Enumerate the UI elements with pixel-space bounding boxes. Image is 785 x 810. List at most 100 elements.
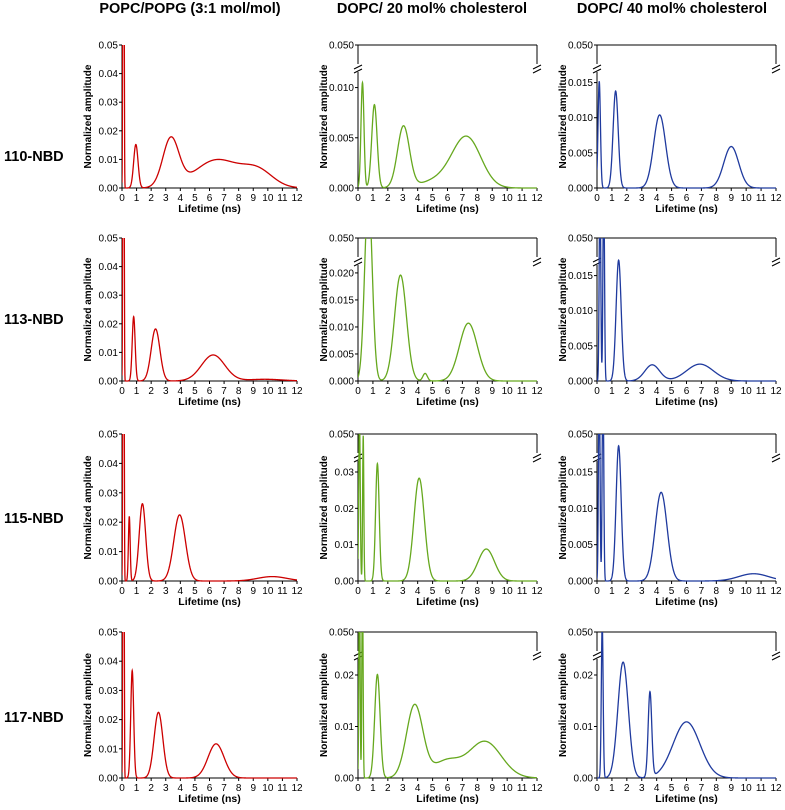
y-tick-label: 0.015 bbox=[329, 295, 354, 306]
x-tick-label: 0 bbox=[119, 586, 125, 597]
x-tick-label: 6 bbox=[207, 193, 213, 204]
series-line-1 bbox=[358, 632, 537, 779]
series-line-1 bbox=[122, 632, 297, 779]
x-tick-label: 7 bbox=[221, 783, 227, 794]
x-tick-label: 7 bbox=[699, 783, 705, 794]
x-tick-label: 1 bbox=[134, 386, 140, 397]
x-tick-label: 0 bbox=[594, 386, 600, 397]
x-tick-label: 1 bbox=[134, 586, 140, 597]
x-tick-label: 5 bbox=[669, 586, 675, 597]
x-tick-label: 6 bbox=[445, 386, 451, 397]
y-tick-label: 0.00 bbox=[335, 774, 355, 785]
x-tick-label: 12 bbox=[291, 193, 303, 204]
x-tick-label: 12 bbox=[291, 783, 303, 794]
x-axis-label: Lifetime (ns) bbox=[655, 396, 717, 408]
x-tick-label: 7 bbox=[460, 193, 466, 204]
x-tick-label: 1 bbox=[609, 586, 615, 597]
y-tick-label: 0.005 bbox=[568, 148, 593, 159]
x-axis-label: Lifetime (ns) bbox=[655, 203, 717, 215]
y-axis-label: Normalized amplitude bbox=[319, 455, 330, 559]
x-tick-label: 3 bbox=[639, 783, 645, 794]
x-tick-label: 10 bbox=[502, 386, 514, 397]
x-tick-label: 9 bbox=[489, 783, 495, 794]
y-tick-label: 0.01 bbox=[574, 722, 594, 733]
x-tick-label: 9 bbox=[250, 386, 256, 397]
y-tick-label: 0.000 bbox=[329, 377, 354, 388]
x-axis-label: Lifetime (ns) bbox=[416, 596, 478, 608]
x-tick-label: 8 bbox=[475, 193, 481, 204]
x-tick-label: 8 bbox=[714, 783, 720, 794]
x-tick-label: 4 bbox=[415, 386, 421, 397]
x-tick-label: 8 bbox=[475, 783, 481, 794]
y-tick-label: 0.00 bbox=[335, 577, 355, 588]
x-tick-label: 7 bbox=[460, 783, 466, 794]
y-tick-label: 0.02 bbox=[99, 715, 119, 726]
series-line-1 bbox=[597, 238, 776, 382]
x-tick-label: 6 bbox=[445, 586, 451, 597]
x-tick-label: 8 bbox=[714, 386, 720, 397]
x-tick-label: 9 bbox=[728, 386, 734, 397]
y-tick-label: 0.020 bbox=[329, 268, 354, 279]
x-tick-label: 7 bbox=[460, 386, 466, 397]
x-axis-label: Lifetime (ns) bbox=[655, 793, 717, 805]
y-tick-label: 0.03 bbox=[99, 488, 119, 499]
y-tick-label: 0.04 bbox=[99, 262, 119, 273]
x-tick-label: 11 bbox=[756, 586, 767, 597]
y-tick-label: 0.015 bbox=[568, 271, 593, 282]
series-line-1 bbox=[122, 45, 297, 189]
axis-break-right bbox=[532, 453, 542, 463]
x-tick-label: 10 bbox=[741, 586, 753, 597]
x-tick-label: 4 bbox=[654, 386, 660, 397]
x-tick-label: 6 bbox=[684, 386, 690, 397]
x-tick-label: 10 bbox=[741, 386, 753, 397]
x-tick-label: 0 bbox=[119, 193, 125, 204]
y-axis-label: Normalized amplitude bbox=[319, 257, 330, 361]
x-tick-label: 3 bbox=[163, 586, 169, 597]
y-tick-label: 0.005 bbox=[329, 133, 354, 144]
y-tick-label: 0.000 bbox=[568, 184, 593, 195]
y-tick-label: 0.05 bbox=[99, 234, 119, 245]
x-tick-label: 7 bbox=[221, 586, 227, 597]
x-tick-label: 11 bbox=[756, 193, 767, 204]
x-tick-label: 3 bbox=[639, 193, 645, 204]
x-tick-label: 5 bbox=[192, 193, 198, 204]
y-axis-label: Normalized amplitude bbox=[83, 653, 94, 757]
x-tick-label: 0 bbox=[594, 783, 600, 794]
y-tick-label: 0.05 bbox=[99, 41, 119, 52]
y-tick-label: 0.02 bbox=[99, 126, 119, 137]
series-line-1 bbox=[358, 434, 537, 582]
y-tick-label: 0.050 bbox=[568, 234, 593, 245]
x-tick-label: 0 bbox=[355, 586, 361, 597]
x-tick-label: 8 bbox=[475, 586, 481, 597]
x-tick-label: 0 bbox=[119, 783, 125, 794]
y-tick-label: 0.010 bbox=[329, 322, 354, 333]
x-tick-label: 0 bbox=[594, 586, 600, 597]
x-tick-label: 10 bbox=[262, 386, 274, 397]
column-title-3: DOPC/ 40 mol% cholesterol bbox=[577, 1, 767, 17]
row-title-110-nbd: 110-NBD bbox=[4, 149, 64, 165]
y-tick-label: 0.050 bbox=[568, 628, 593, 639]
x-tick-label: 6 bbox=[445, 193, 451, 204]
x-tick-label: 10 bbox=[741, 193, 753, 204]
y-tick-label: 0.00 bbox=[99, 774, 119, 785]
axis-break-left bbox=[353, 651, 363, 661]
x-tick-label: 3 bbox=[163, 386, 169, 397]
x-axis-label: Lifetime (ns) bbox=[416, 793, 478, 805]
y-tick-label: 0.02 bbox=[99, 518, 119, 529]
x-tick-label: 2 bbox=[148, 193, 154, 204]
x-tick-label: 11 bbox=[517, 586, 528, 597]
axis-break-left bbox=[353, 453, 363, 463]
x-tick-label: 7 bbox=[221, 193, 227, 204]
y-axis-label: Normalized amplitude bbox=[83, 257, 94, 361]
x-tick-label: 0 bbox=[355, 783, 361, 794]
y-tick-label: 0.01 bbox=[99, 547, 119, 558]
x-tick-label: 10 bbox=[502, 783, 514, 794]
x-tick-label: 4 bbox=[178, 193, 184, 204]
series-line-1 bbox=[597, 81, 776, 189]
x-tick-label: 5 bbox=[430, 386, 436, 397]
x-tick-label: 11 bbox=[756, 386, 767, 397]
x-tick-label: 8 bbox=[714, 586, 720, 597]
